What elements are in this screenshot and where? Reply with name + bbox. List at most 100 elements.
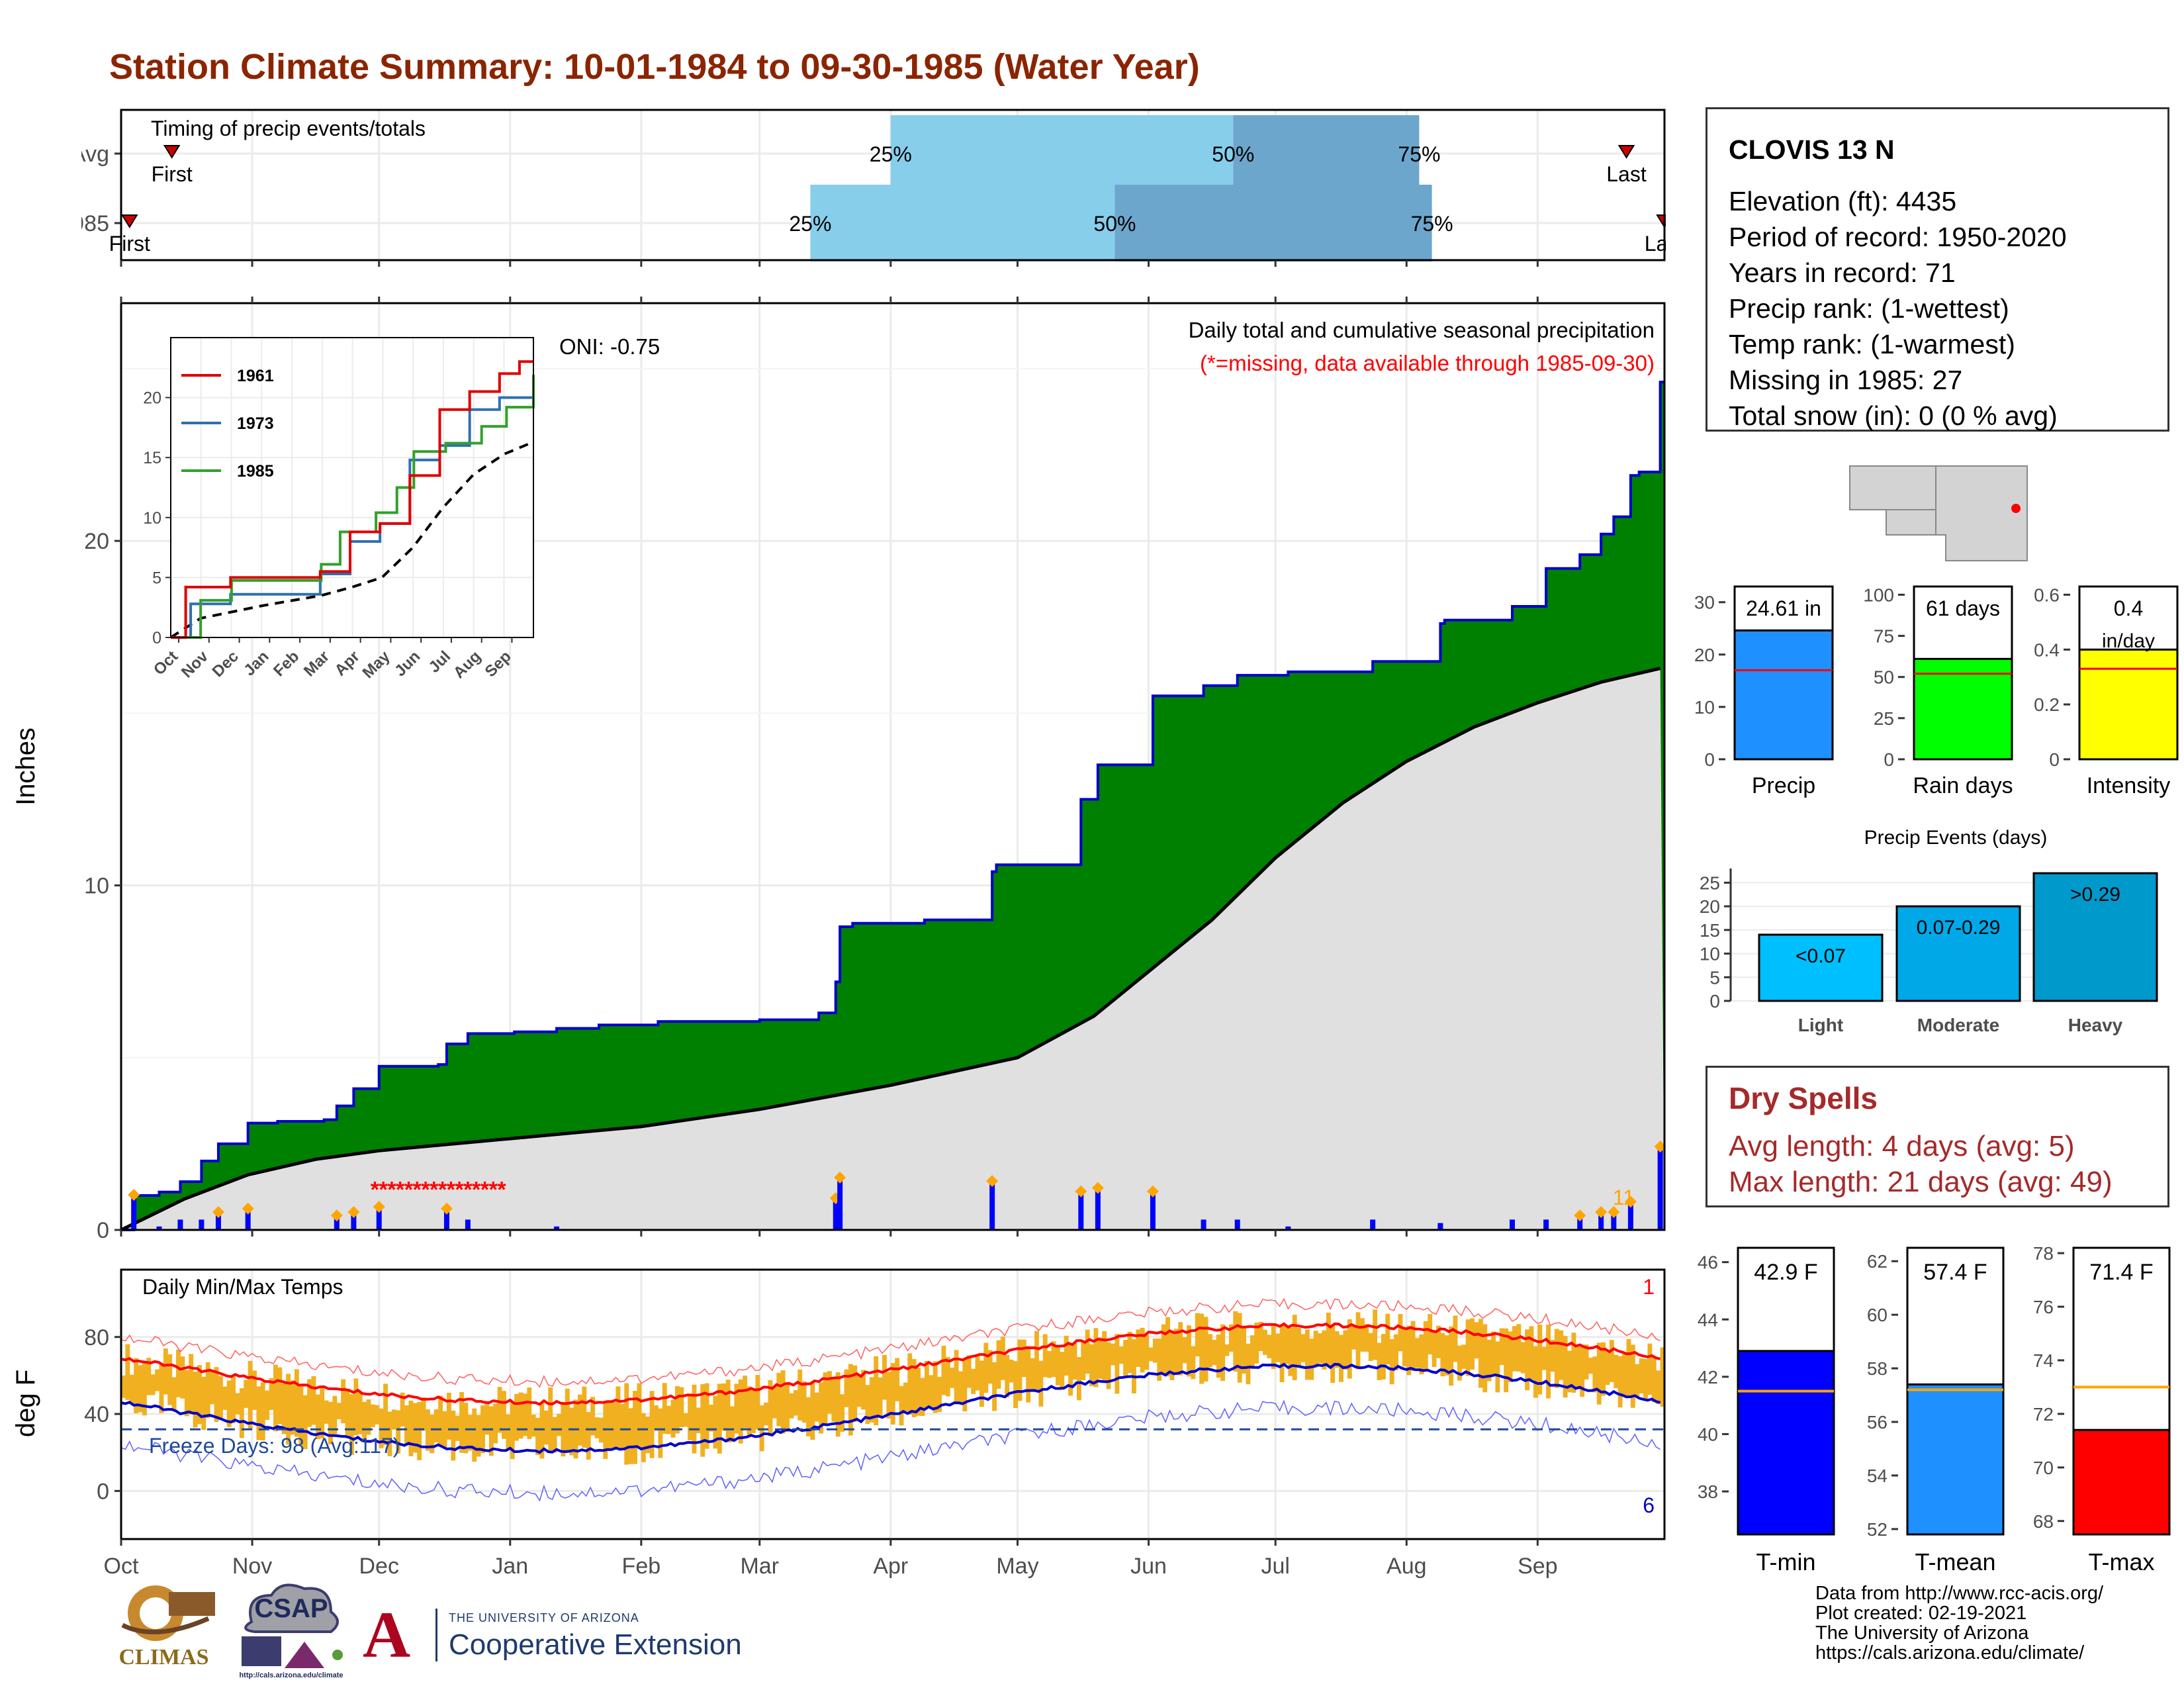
daily-temp-bar: [1474, 1322, 1479, 1359]
daily-temp-bar: [983, 1342, 989, 1393]
inset-y-tick-label: 15: [143, 449, 161, 467]
mini-bar-y-tick-label: 0.2: [2034, 694, 2060, 715]
daily-precip-bar: [1577, 1216, 1583, 1230]
record-high-line: [120, 1297, 1661, 1388]
month-axis-label: Oct: [104, 1554, 139, 1579]
timing-q50-label: 50%: [1212, 142, 1254, 166]
daily-temp-bar: [696, 1407, 701, 1434]
daily-temp-bar: [1102, 1331, 1107, 1382]
daily-temp-bar: [827, 1371, 832, 1414]
mini-bar-fill: [1913, 657, 2013, 761]
inset-legend-label: 1985: [237, 462, 274, 481]
daily-temp-bar: [522, 1393, 527, 1436]
ua-logo-letter: A: [363, 1598, 411, 1671]
daily-temp-bar: [1491, 1331, 1496, 1376]
timing-q75-label: 75%: [1398, 142, 1440, 166]
daily-temp-bar: [1250, 1335, 1255, 1370]
daily-precip-bar: [199, 1219, 205, 1230]
daily-precip-bar: [1611, 1212, 1617, 1230]
daily-precip-marker: [347, 1205, 360, 1218]
timing-first-label: First: [109, 232, 150, 256]
daily-temp-bar: [1512, 1326, 1517, 1372]
month-axis-label: Apr: [873, 1554, 908, 1579]
daily-temp-bar: [125, 1344, 130, 1400]
daily-temp-bar: [1584, 1344, 1589, 1380]
daily-temp-bar: [835, 1372, 841, 1437]
daily-precip-marker: [212, 1205, 224, 1218]
daily-temp-bar: [370, 1404, 375, 1427]
daily-temp-bar: [649, 1391, 655, 1458]
daily-temp-bar: [1635, 1364, 1640, 1397]
daily-temp-bar: [531, 1415, 536, 1437]
daily-precip-bar: [1437, 1223, 1443, 1230]
mini-bar-value-label: 0.4: [2114, 596, 2143, 620]
daily-temp-bar: [412, 1403, 418, 1453]
daily-temp-bar: [341, 1379, 346, 1424]
daily-temp-bar: [1300, 1334, 1306, 1362]
station-location-marker: [2011, 504, 2021, 513]
daily-temp-bar: [1313, 1331, 1318, 1368]
daily-temp-bar: [764, 1402, 769, 1426]
temp-mini-bar-y-tick-label: 46: [1698, 1252, 1718, 1273]
daily-temp-bar: [882, 1354, 887, 1400]
daily-temp-bar: [497, 1387, 502, 1433]
timing-left-mask: [0, 110, 81, 260]
daily-temp-bar: [607, 1402, 612, 1450]
daily-temp-bar: [1005, 1354, 1010, 1397]
daily-temp-bar: [1410, 1321, 1416, 1372]
missing-data-marker: *: [396, 1178, 405, 1203]
daily-temp-bar: [929, 1375, 934, 1407]
daily-temp-bar: [387, 1411, 392, 1456]
daily-temp-bar: [852, 1365, 858, 1422]
daily-temp-bar: [924, 1360, 929, 1408]
daily-temp-bar: [937, 1376, 942, 1412]
daily-temp-bar: [1283, 1326, 1289, 1364]
daily-precip-bar: [131, 1195, 137, 1230]
daily-temp-bar: [1237, 1313, 1242, 1383]
daily-temp-bar: [662, 1383, 667, 1434]
timing-quartile-box-lower: [890, 115, 1234, 192]
daily-temp-bar: [1614, 1354, 1619, 1389]
inset-average-line: [169, 440, 534, 639]
daily-temp-bar: [1622, 1354, 1627, 1395]
daily-temp-bar: [281, 1383, 287, 1434]
precip-events-y-tick-label: 20: [1700, 896, 1720, 917]
dry-spells-title: Dry Spells: [1729, 1081, 1878, 1115]
daily-temp-bar: [446, 1393, 451, 1440]
mini-bar-value-label: 24.61 in: [1746, 596, 1821, 620]
climas-logo: CLIMAS: [109, 1579, 218, 1675]
daily-precip-bar: [1201, 1219, 1206, 1230]
daily-temp-bar: [1064, 1335, 1069, 1376]
daily-temp-bar: [987, 1350, 993, 1384]
inset-y-tick-label: 5: [152, 569, 161, 587]
timing-q25-label: 25%: [789, 212, 831, 236]
daily-temp-bar: [1026, 1346, 1031, 1403]
daily-temp-bar: [421, 1397, 426, 1431]
daily-temp-bar: [379, 1408, 384, 1448]
daily-temp-bar: [1643, 1359, 1648, 1400]
daily-temp-bar: [1541, 1346, 1547, 1370]
daily-temp-bar: [1148, 1347, 1154, 1362]
timing-q75-label: 75%: [1411, 212, 1453, 236]
inset-legend-label: 1973: [237, 414, 274, 433]
daily-temp-bar: [1449, 1326, 1454, 1386]
temp-mini-bar-y-tick-label: 40: [1698, 1424, 1718, 1444]
timing-q50-label: 50%: [1093, 212, 1136, 236]
daily-temp-bar: [1187, 1325, 1191, 1377]
daily-temp-bar: [345, 1388, 350, 1436]
daily-temp-bar: [502, 1391, 506, 1439]
daily-temp-bar: [1533, 1346, 1538, 1398]
record-high-count: 1: [1643, 1275, 1655, 1299]
daily-temp-bar: [252, 1370, 257, 1410]
daily-temp-bar: [1364, 1324, 1369, 1352]
daily-temp-bar: [193, 1372, 198, 1428]
daily-temp-bar: [1580, 1344, 1585, 1397]
inset-y-tick-label: 10: [143, 509, 161, 528]
daily-temp-bar: [730, 1406, 735, 1442]
precip-y-tick-label: 20: [84, 529, 109, 554]
daily-temp-bar: [357, 1393, 363, 1434]
precip-rank-line: Precip rank: (1-wettest): [1729, 293, 2009, 324]
daily-temp-bar: [615, 1386, 621, 1448]
timing-right-mask: [1666, 110, 1706, 260]
daily-temp-bar: [201, 1376, 206, 1430]
